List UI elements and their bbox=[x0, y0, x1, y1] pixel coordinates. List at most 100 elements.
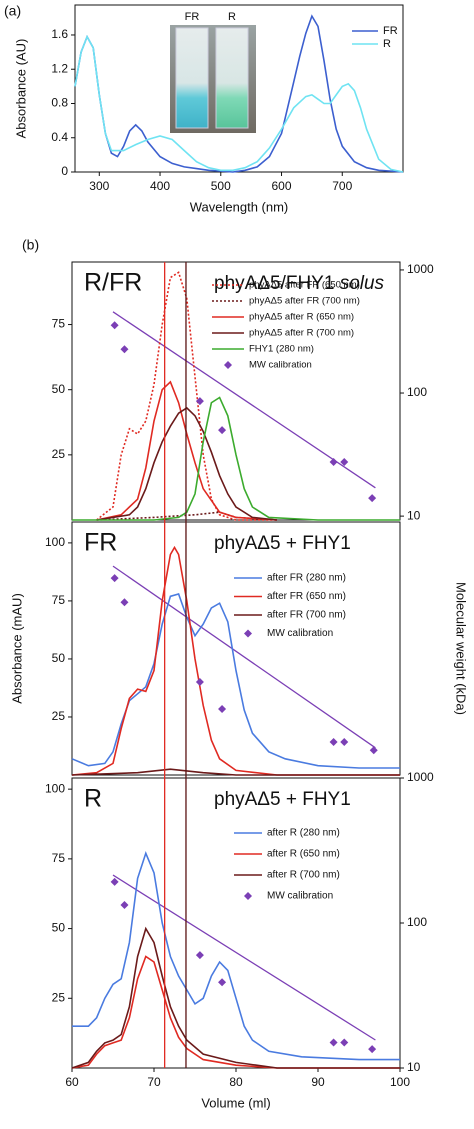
mw-point bbox=[329, 458, 338, 467]
x-tick-label: 70 bbox=[147, 1075, 161, 1089]
mw-point bbox=[110, 877, 119, 886]
heading-text: phyAΔ5 + FHY1 bbox=[214, 789, 351, 810]
y-tick-label: 25 bbox=[52, 709, 66, 723]
legend-label: phyAΔ5 after R (650 nm) bbox=[249, 312, 354, 323]
series-line bbox=[71, 593, 400, 769]
mw-point bbox=[368, 494, 377, 503]
x-tick-label: 700 bbox=[332, 179, 352, 193]
series-line bbox=[71, 926, 400, 1069]
mw-fit-line bbox=[112, 311, 376, 489]
y-axis-label: Absorbance (mAU) bbox=[9, 593, 24, 704]
mw-point bbox=[340, 458, 349, 467]
mw-point bbox=[218, 705, 227, 714]
y2-tick-label: 10 bbox=[407, 1060, 421, 1074]
mw-point bbox=[329, 738, 338, 747]
mw-point bbox=[110, 574, 119, 583]
y-tick-label: 0.4 bbox=[51, 130, 68, 144]
x-tick-label: 500 bbox=[211, 179, 231, 193]
mw-point bbox=[368, 1045, 377, 1054]
plot-frame bbox=[71, 521, 401, 776]
legend-marker bbox=[244, 892, 252, 900]
heading-text: phyAΔ5/FHY1 bbox=[214, 273, 334, 294]
mw-fit-line bbox=[112, 565, 376, 749]
series-line bbox=[96, 406, 278, 521]
x-tick-label: 60 bbox=[65, 1075, 79, 1089]
y-tick-label: 0 bbox=[61, 164, 68, 178]
mw-point bbox=[195, 678, 204, 687]
legend-label: after R (650 nm) bbox=[267, 849, 340, 860]
y2-tick-label: 100 bbox=[407, 385, 427, 399]
y2-tick-label: 1000 bbox=[407, 770, 434, 784]
y-tick-label: 75 bbox=[52, 851, 66, 865]
legend-label: FHY1 (280 nm) bbox=[249, 344, 314, 355]
y-tick-label: 1.6 bbox=[51, 27, 68, 41]
x-axis-label: Wavelength (nm) bbox=[190, 199, 289, 214]
legend-label: phyAΔ5 after FR (650 nm) bbox=[249, 280, 360, 291]
series-line bbox=[72, 851, 400, 1061]
y2-axis-label: Molecular weight (kDa) bbox=[454, 582, 469, 715]
y-tick-label: 25 bbox=[52, 447, 66, 461]
x-tick-label: 80 bbox=[229, 1075, 243, 1089]
mw-fit-line bbox=[112, 874, 376, 1041]
legend-label: MW calibration bbox=[249, 360, 312, 371]
y2-tick-label: 1000 bbox=[407, 262, 434, 276]
y-tick-label: 75 bbox=[52, 317, 66, 331]
series-line bbox=[71, 955, 400, 1069]
x-axis-label: Volume (ml) bbox=[201, 1095, 270, 1110]
legend-label: MW calibration bbox=[267, 891, 333, 902]
legend-label: FR bbox=[383, 25, 398, 37]
mw-point bbox=[218, 978, 227, 987]
panel-label: (b) bbox=[22, 237, 39, 253]
panel-heading: phyAΔ5 + FHY1 bbox=[214, 533, 351, 554]
x-tick-label: 100 bbox=[390, 1075, 410, 1089]
panel-heading: phyAΔ5/FHY1 solus bbox=[214, 273, 385, 294]
mw-point bbox=[110, 321, 119, 330]
inset-label: R bbox=[228, 11, 236, 23]
mw-point bbox=[120, 901, 129, 910]
legend-label: after R (280 nm) bbox=[267, 828, 340, 839]
y-tick-label: 25 bbox=[52, 990, 66, 1004]
heading-text: phyAΔ5 + FHY1 bbox=[214, 533, 351, 554]
panel-condition: R bbox=[84, 785, 102, 813]
legend-label: phyAΔ5 after R (700 nm) bbox=[249, 328, 354, 339]
legend-label: MW calibration bbox=[267, 628, 333, 639]
legend-label: R bbox=[383, 38, 391, 50]
legend-label: after FR (280 nm) bbox=[267, 573, 346, 584]
x-tick-label: 400 bbox=[150, 179, 170, 193]
series-line bbox=[72, 396, 400, 521]
y2-tick-label: 10 bbox=[407, 508, 421, 522]
x-tick-label: 600 bbox=[272, 179, 292, 193]
y-tick-label: 100 bbox=[45, 535, 65, 549]
mw-point bbox=[120, 598, 129, 607]
y-tick-label: 100 bbox=[45, 781, 65, 795]
y-tick-label: 0.8 bbox=[51, 96, 68, 110]
series-line bbox=[74, 34, 404, 173]
legend-marker bbox=[244, 629, 252, 638]
y-tick-label: 50 bbox=[52, 921, 66, 935]
panel-label: (a) bbox=[4, 3, 21, 19]
series-line bbox=[96, 271, 277, 521]
y2-tick-label: 100 bbox=[407, 915, 427, 929]
mw-point bbox=[195, 397, 204, 406]
x-tick-label: 300 bbox=[89, 179, 109, 193]
mw-point bbox=[369, 746, 378, 755]
legend-label: phyAΔ5 after FR (700 nm) bbox=[249, 296, 360, 307]
series-line bbox=[71, 768, 400, 776]
inset-photo bbox=[170, 25, 256, 133]
panel-condition: R/FR bbox=[84, 269, 142, 297]
panel-condition: FR bbox=[84, 529, 117, 557]
panel-heading: phyAΔ5 + FHY1 bbox=[214, 789, 351, 810]
plot-frame bbox=[74, 4, 404, 173]
y-tick-label: 50 bbox=[52, 382, 66, 396]
x-tick-label: 90 bbox=[311, 1075, 325, 1089]
legend-marker bbox=[224, 361, 232, 369]
series-line bbox=[71, 545, 400, 776]
mw-point bbox=[329, 1038, 338, 1047]
mw-point bbox=[195, 951, 204, 960]
mw-point bbox=[340, 1038, 349, 1047]
inset-label: FR bbox=[185, 11, 200, 23]
y-tick-label: 75 bbox=[52, 593, 66, 607]
mw-point bbox=[218, 426, 227, 435]
heading-italic: solus bbox=[340, 273, 385, 294]
